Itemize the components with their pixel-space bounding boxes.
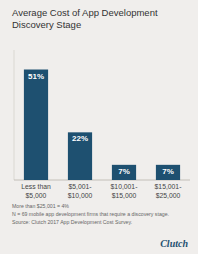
background — [0, 0, 198, 254]
bar — [68, 132, 92, 180]
x-tick-label: Less than $5,000 — [21, 183, 51, 199]
text-line: $15,001- — [155, 183, 182, 190]
data-label: 7% — [162, 167, 174, 176]
footnote: More than $25,001 = 4% — [12, 203, 69, 209]
text-line: $25,000 — [156, 192, 181, 199]
text-line: Discovery Stage — [12, 19, 81, 30]
y-axis-line — [14, 50, 15, 180]
text-line: $10,001- — [111, 183, 138, 190]
x-tick-label: $15,001- $25,000 — [155, 183, 182, 199]
bar — [24, 70, 48, 181]
x-tick-label: $10,001- $15,000 — [111, 183, 138, 199]
x-tick-label: $5,001- $10,000 — [68, 183, 93, 199]
text-line: Average Cost of App Development — [12, 7, 158, 18]
text-line: $10,000 — [68, 192, 93, 199]
chart: Average Cost of App DevelopmentDiscovery… — [0, 0, 198, 254]
data-label: 22% — [72, 134, 88, 143]
footnote: Source: Clutch 2017 App Development Cost… — [12, 219, 132, 225]
bars — [24, 70, 180, 181]
text-line: $5,001- — [68, 183, 91, 190]
footnote: N = 69 mobile app development firms that… — [12, 211, 169, 217]
text-line: $15,000 — [112, 192, 137, 199]
text-line: Less than — [21, 183, 51, 190]
data-label: 7% — [118, 167, 130, 176]
bar — [156, 165, 180, 180]
text-line: $5,000 — [26, 192, 47, 199]
title: Average Cost of App DevelopmentDiscovery… — [12, 7, 158, 30]
bar — [112, 165, 136, 180]
brand: Clutch — [160, 238, 188, 249]
data-label: 51% — [28, 72, 44, 81]
